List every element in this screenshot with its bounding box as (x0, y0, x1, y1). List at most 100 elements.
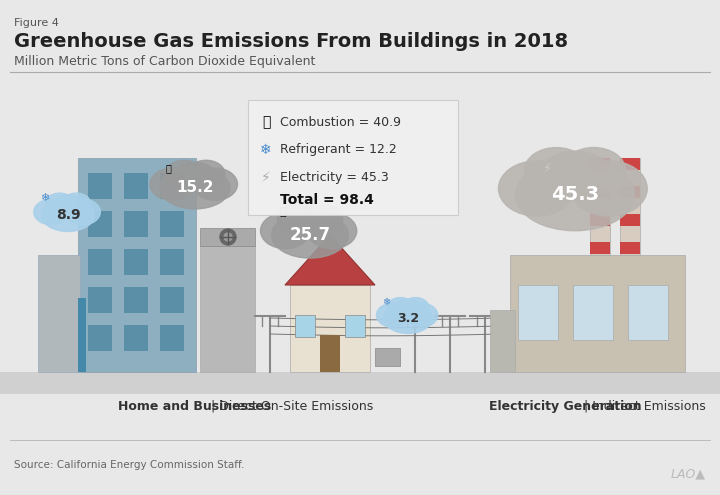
Ellipse shape (524, 148, 588, 193)
Ellipse shape (62, 193, 91, 214)
Ellipse shape (516, 159, 634, 231)
Ellipse shape (287, 206, 333, 238)
FancyBboxPatch shape (78, 298, 86, 372)
FancyBboxPatch shape (490, 310, 515, 372)
Ellipse shape (307, 213, 356, 248)
Text: 25.7: 25.7 (289, 226, 330, 244)
FancyBboxPatch shape (124, 211, 148, 237)
Ellipse shape (539, 151, 611, 200)
Text: | Indirect Emissions: | Indirect Emissions (580, 400, 706, 413)
Text: Refrigerant = 12.2: Refrigerant = 12.2 (280, 144, 397, 156)
FancyBboxPatch shape (88, 287, 112, 313)
FancyBboxPatch shape (38, 255, 80, 372)
FancyBboxPatch shape (320, 335, 340, 372)
Ellipse shape (34, 199, 68, 225)
Text: 8.9: 8.9 (55, 208, 81, 222)
Ellipse shape (187, 160, 225, 187)
Text: Source: California Energy Commission Staff.: Source: California Energy Commission Sta… (14, 460, 244, 470)
Ellipse shape (377, 303, 408, 327)
FancyBboxPatch shape (160, 173, 184, 199)
Ellipse shape (261, 213, 310, 248)
Text: Electricity = 45.3: Electricity = 45.3 (280, 171, 389, 185)
FancyBboxPatch shape (160, 249, 184, 275)
Ellipse shape (277, 204, 318, 234)
Text: ❄: ❄ (260, 143, 272, 157)
FancyBboxPatch shape (590, 158, 610, 170)
FancyBboxPatch shape (573, 285, 613, 340)
FancyBboxPatch shape (88, 211, 112, 237)
FancyBboxPatch shape (620, 158, 640, 255)
FancyBboxPatch shape (160, 287, 184, 313)
Ellipse shape (562, 148, 626, 193)
FancyBboxPatch shape (620, 242, 640, 254)
Ellipse shape (571, 161, 647, 216)
FancyBboxPatch shape (620, 214, 640, 226)
Text: Million Metric Tons of Carbon Dioxide Equivalent: Million Metric Tons of Carbon Dioxide Eq… (14, 55, 315, 68)
Text: ⚡: ⚡ (261, 171, 271, 185)
FancyBboxPatch shape (160, 325, 184, 351)
FancyBboxPatch shape (620, 186, 640, 198)
FancyBboxPatch shape (510, 255, 685, 372)
Circle shape (224, 233, 232, 241)
Text: Electricity Generation: Electricity Generation (489, 400, 642, 413)
Ellipse shape (150, 168, 195, 200)
Ellipse shape (302, 204, 343, 234)
FancyBboxPatch shape (124, 173, 148, 199)
FancyBboxPatch shape (345, 315, 365, 337)
Text: 🔥: 🔥 (279, 207, 287, 217)
Text: Greenhouse Gas Emissions From Buildings in 2018: Greenhouse Gas Emissions From Buildings … (14, 32, 568, 51)
Ellipse shape (384, 302, 433, 334)
FancyBboxPatch shape (200, 245, 255, 372)
FancyBboxPatch shape (518, 285, 558, 340)
FancyBboxPatch shape (0, 372, 720, 394)
Text: 🔥: 🔥 (262, 115, 270, 129)
FancyBboxPatch shape (375, 348, 400, 366)
Ellipse shape (42, 198, 94, 232)
Text: ⚡: ⚡ (543, 161, 552, 175)
Ellipse shape (393, 299, 423, 320)
FancyBboxPatch shape (590, 186, 610, 198)
FancyBboxPatch shape (290, 285, 370, 372)
Ellipse shape (406, 303, 438, 327)
Text: 45.3: 45.3 (551, 186, 599, 204)
Ellipse shape (160, 167, 230, 209)
FancyBboxPatch shape (124, 287, 148, 313)
FancyBboxPatch shape (88, 325, 112, 351)
Text: 3.2: 3.2 (397, 311, 419, 325)
Circle shape (220, 229, 236, 245)
FancyBboxPatch shape (295, 315, 315, 337)
Text: ❄: ❄ (40, 193, 50, 203)
Ellipse shape (271, 212, 348, 258)
Ellipse shape (166, 160, 203, 187)
Text: LAO▲: LAO▲ (671, 467, 706, 480)
FancyBboxPatch shape (78, 158, 196, 372)
FancyBboxPatch shape (590, 214, 610, 226)
Text: ❄: ❄ (382, 297, 390, 307)
Text: Total = 98.4: Total = 98.4 (280, 193, 374, 207)
Text: 15.2: 15.2 (176, 181, 214, 196)
Ellipse shape (45, 193, 74, 214)
FancyBboxPatch shape (628, 285, 668, 340)
FancyBboxPatch shape (590, 242, 610, 254)
Ellipse shape (174, 162, 216, 191)
Ellipse shape (66, 199, 100, 225)
FancyBboxPatch shape (160, 211, 184, 237)
Ellipse shape (52, 195, 84, 217)
Ellipse shape (192, 168, 238, 200)
Text: Figure 4: Figure 4 (14, 18, 59, 28)
Ellipse shape (387, 297, 413, 317)
FancyBboxPatch shape (200, 228, 255, 246)
FancyBboxPatch shape (124, 249, 148, 275)
FancyBboxPatch shape (590, 158, 610, 255)
Ellipse shape (498, 161, 575, 216)
FancyBboxPatch shape (124, 325, 148, 351)
FancyBboxPatch shape (248, 100, 458, 215)
Ellipse shape (402, 297, 429, 317)
Text: | Direct On-Site Emissions: | Direct On-Site Emissions (207, 400, 373, 413)
FancyBboxPatch shape (620, 158, 640, 170)
Polygon shape (285, 235, 375, 285)
Text: Combustion = 40.9: Combustion = 40.9 (280, 115, 401, 129)
Text: Home and Businesses: Home and Businesses (118, 400, 271, 413)
FancyBboxPatch shape (88, 249, 112, 275)
FancyBboxPatch shape (88, 173, 112, 199)
